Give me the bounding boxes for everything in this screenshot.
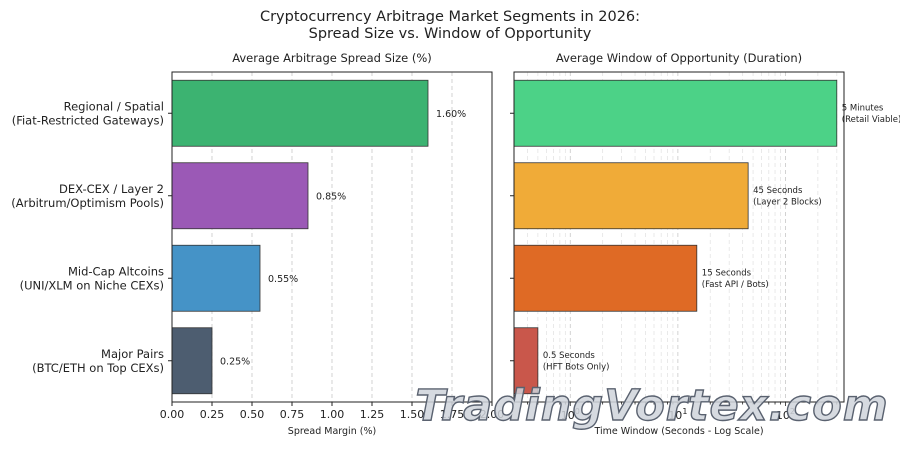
spread-x-ticks: 0.00 0.25 0.50 0.75 1.00 1.25 1.50 1.75 2.00	[160, 112, 505, 421]
spread-bar-label: 0.55%	[268, 274, 298, 285]
category-label-line1: Regional / Spatial	[64, 99, 164, 113]
window-bar-label-line2: (HFT Bots Only)	[543, 362, 610, 372]
category-label-line1: DEX-CEX / Layer 2	[59, 182, 164, 196]
window-bar	[513, 162, 749, 230]
spread-x-tick-label: 0.50	[240, 408, 265, 421]
window-panel-title: Average Window of Opportunity (Duration)	[556, 51, 802, 65]
window-x-tick-label: 102	[776, 407, 795, 422]
spread-x-tick-label: 1.75	[440, 408, 465, 421]
spread-bar-label: 1.60%	[436, 109, 466, 120]
category-label-line2: (Fiat-Restricted Gateways)	[12, 113, 164, 127]
spread-x-tick-label: 0.25	[200, 408, 225, 421]
category-label-line1: Major Pairs	[101, 347, 164, 361]
spread-panel: Average Arbitrage Spread Size (%) 1.60%0…	[11, 51, 504, 437]
category-label-line1: Mid-Cap Altcoins	[68, 264, 164, 278]
window-x-tick-label: 101	[668, 407, 687, 422]
spread-x-axis-label: Spread Margin (%)	[288, 426, 376, 437]
spread-bar	[171, 162, 309, 230]
spread-panel-title: Average Arbitrage Spread Size (%)	[232, 51, 432, 65]
window-bar	[513, 79, 838, 147]
spread-bar	[171, 327, 213, 395]
spread-x-tick-label: 1.50	[400, 408, 425, 421]
window-bar-label-line1: 0.5 Seconds	[543, 351, 596, 361]
spread-bar-label: 0.85%	[316, 191, 346, 202]
window-bar-label-line2: (Fast API / Bots)	[702, 280, 769, 290]
category-label-line2: (BTC/ETH on Top CEXs)	[32, 361, 164, 375]
spread-bar	[171, 79, 429, 147]
spread-x-tick-label: 0.00	[160, 408, 185, 421]
spread-value-labels: 1.60% 0.85% 0.55% 0.25%	[220, 109, 466, 368]
spread-bar	[171, 244, 261, 312]
spread-x-tick-label: 0.75	[280, 408, 305, 421]
window-value-labels: 5 Minutes (Retail Viable) 45 Seconds(Layer…	[543, 103, 900, 372]
window-x-ticks: 100 101 102	[510, 112, 838, 422]
category-label-line2: (UNI/XLM on Niche CEXs)	[20, 278, 164, 292]
spread-x-tick-label: 1.00	[320, 408, 345, 421]
window-bar-label-line1: 15 Seconds	[702, 268, 752, 278]
window-bar-label-line1: 45 Seconds	[753, 186, 803, 196]
window-plot-frame	[513, 71, 845, 403]
watermark: TradingVortex.com	[415, 381, 888, 431]
window-bar	[513, 244, 698, 312]
spread-bar-label: 0.25%	[220, 356, 250, 367]
figure-title-line1: Cryptocurrency Arbitrage Market Segments…	[260, 9, 640, 25]
window-x-tick-label: 100	[561, 407, 580, 422]
spread-bars	[171, 79, 429, 395]
spread-x-tick-label: 1.25	[360, 408, 385, 421]
category-label-line2: (Arbitrum/Optimism Pools)	[11, 196, 164, 210]
figure-title-line2: Spread Size vs. Window of Opportunity	[309, 26, 592, 42]
window-bar-label-line2: (Layer 2 Blocks)	[753, 197, 822, 207]
spread-x-tick-label: 2.00	[480, 408, 505, 421]
window-bar-label-line2: (Retail Viable)	[842, 115, 900, 125]
window-x-axis-label: Time Window (Seconds - Log Scale)	[593, 426, 763, 437]
window-bars	[513, 79, 838, 395]
category-labels: Regional / Spatial(Fiat-Restricted Gatew…	[11, 99, 164, 375]
window-panel: Average Window of Opportunity (Duration)…	[510, 51, 900, 437]
window-bar-label-line1: 5 Minutes	[842, 103, 884, 113]
